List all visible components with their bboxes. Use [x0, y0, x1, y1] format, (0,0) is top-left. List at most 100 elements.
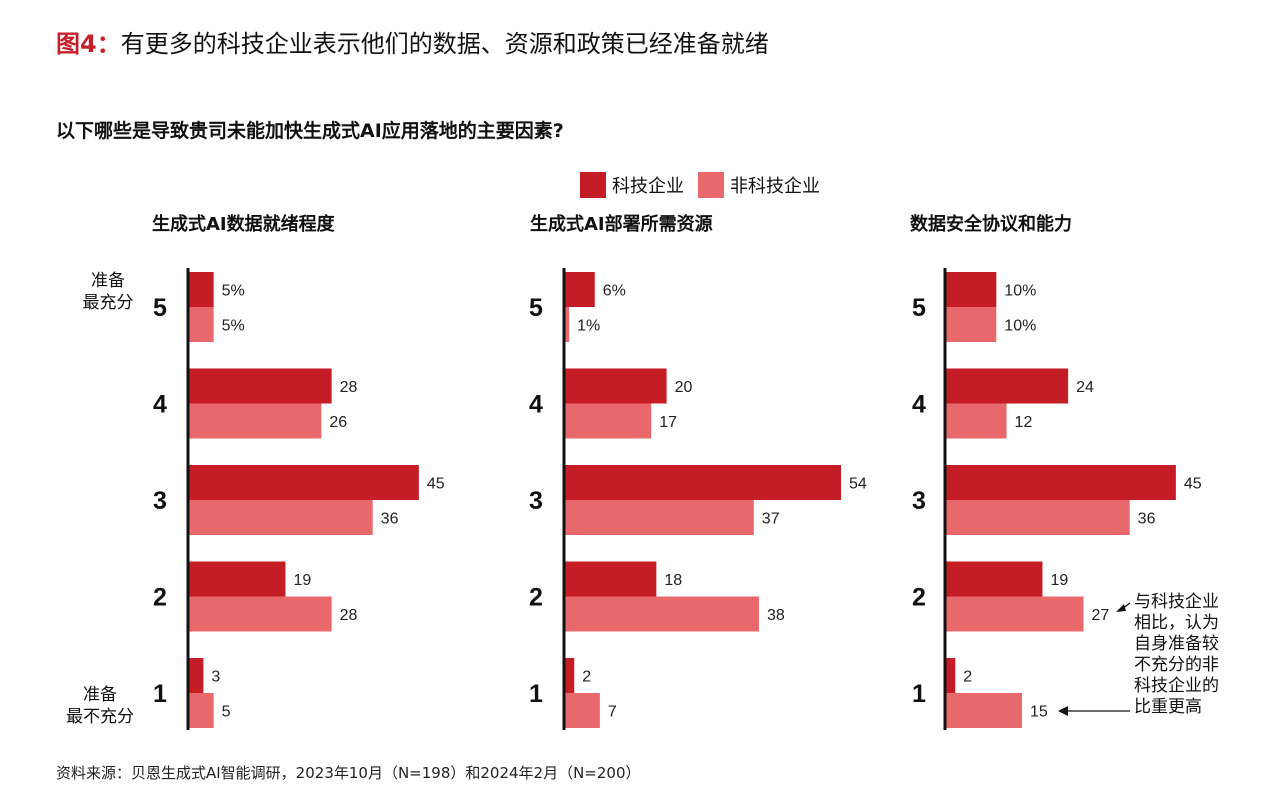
bar-tech-security: [945, 658, 956, 693]
annotation-line: 比重更高: [1134, 697, 1202, 717]
bar-tech-resources: [564, 561, 657, 597]
data-label-nontech-data-readiness: 5%: [222, 318, 245, 335]
data-label-tech-data-readiness: 5%: [222, 283, 245, 300]
figure-title-text: 有更多的科技企业表示他们的数据、资源和政策已经准备就绪: [120, 30, 769, 58]
category-label-data-readiness: 4: [153, 391, 167, 419]
data-label-nontech-data-readiness: 28: [340, 607, 358, 624]
annotation-note: 与科技企业 相比，认为 自身准备较 不充分的非 科技企业的 比重更高: [1134, 592, 1219, 718]
category-label-resources: 1: [529, 680, 543, 708]
data-label-nontech-resources: 1%: [577, 318, 600, 335]
category-label-security: 5: [912, 294, 926, 322]
survey-question: 以下哪些是导致贵司未能加快生成式AI应用落地的主要因素?: [56, 120, 564, 142]
annotation-line: 与科技企业: [1134, 592, 1219, 612]
bar-nontech-resources: [564, 307, 570, 342]
panel-title-resources: 生成式AI部署所需资源: [530, 214, 713, 235]
bar-nontech-security: [945, 307, 997, 342]
bar-nontech-data-readiness: [188, 307, 214, 342]
data-label-tech-resources: 2: [582, 669, 591, 686]
category-label-security: 4: [912, 391, 926, 419]
data-label-tech-security: 45: [1184, 476, 1202, 493]
bar-nontech-security: [945, 596, 1084, 632]
data-label-nontech-data-readiness: 5: [222, 704, 231, 721]
data-label-tech-resources: 18: [664, 572, 682, 589]
category-label-resources: 2: [529, 584, 543, 612]
data-label-nontech-resources: 7: [608, 704, 617, 721]
data-label-nontech-resources: 37: [762, 511, 780, 528]
legend-item-tech: 科技企业: [580, 172, 684, 198]
data-label-nontech-data-readiness: 36: [381, 511, 399, 528]
panel-title-data-readiness: 生成式AI数据就绪程度: [152, 214, 335, 235]
scale-label-bottom-line2: 最不充分: [66, 707, 134, 727]
data-label-nontech-resources: 38: [767, 607, 785, 624]
category-label-resources: 5: [529, 294, 543, 322]
scale-label-top-line1: 准备: [91, 271, 125, 291]
category-label-data-readiness: 5: [153, 294, 167, 322]
bar-nontech-data-readiness: [188, 500, 373, 535]
category-label-security: 1: [912, 680, 926, 708]
annotation-line: 科技企业的: [1134, 676, 1219, 696]
bar-tech-data-readiness: [188, 368, 332, 404]
data-label-tech-data-readiness: 28: [340, 379, 358, 396]
annotation-line: 自身准备较: [1134, 634, 1219, 654]
annotation-arrowhead-lower: [1058, 706, 1068, 716]
data-label-tech-security: 10%: [1004, 283, 1036, 300]
bar-tech-security: [945, 368, 1069, 404]
scale-label-bottom: 准备 最不充分: [52, 684, 148, 728]
data-label-tech-resources: 54: [849, 476, 867, 493]
data-label-tech-security: 24: [1076, 379, 1094, 396]
panel-title-security: 数据安全协议和能力: [910, 214, 1072, 235]
bar-tech-resources: [564, 272, 595, 307]
scale-label-top: 准备 最充分: [72, 270, 144, 314]
annotation-line: 相比，认为: [1134, 613, 1219, 633]
legend-swatch-nontech: [698, 172, 724, 198]
legend-label-tech: 科技企业: [612, 176, 684, 197]
bar-nontech-resources: [564, 596, 759, 632]
bar-nontech-data-readiness: [188, 693, 214, 728]
bar-tech-resources: [564, 368, 667, 404]
chart-legend: 科技企业 非科技企业: [580, 172, 834, 198]
bar-tech-data-readiness: [188, 658, 204, 693]
legend-swatch-tech: [580, 172, 606, 198]
bar-nontech-data-readiness: [188, 403, 322, 439]
data-label-nontech-security: 10%: [1004, 318, 1036, 335]
data-label-tech-security: 19: [1050, 572, 1068, 589]
bar-nontech-resources: [564, 693, 600, 728]
figure-number: 图4：: [56, 30, 121, 58]
category-label-data-readiness: 3: [153, 487, 167, 515]
source-note: 资料来源：贝恩生成式AI智能调研，2023年10月（N=198）和2024年2月…: [56, 764, 641, 782]
figure-title: 图4：有更多的科技企业表示他们的数据、资源和政策已经准备就绪: [56, 24, 769, 59]
data-label-nontech-security: 27: [1092, 607, 1110, 624]
data-label-nontech-security: 36: [1138, 511, 1156, 528]
bar-tech-security: [945, 465, 1176, 500]
bar-nontech-data-readiness: [188, 596, 332, 632]
annotation-arrowhead-upper: [1116, 604, 1126, 612]
data-label-tech-resources: 20: [675, 379, 693, 396]
bar-tech-resources: [564, 465, 842, 500]
bar-nontech-security: [945, 403, 1007, 439]
bar-tech-data-readiness: [188, 272, 214, 307]
bar-nontech-resources: [564, 403, 652, 439]
data-label-tech-data-readiness: 3: [211, 669, 220, 686]
category-label-resources: 3: [529, 487, 543, 515]
data-label-tech-resources: 6%: [603, 283, 626, 300]
data-label-nontech-resources: 17: [659, 414, 677, 431]
annotation-line: 不充分的非: [1134, 655, 1219, 675]
bar-tech-resources: [564, 658, 575, 693]
legend-label-nontech: 非科技企业: [730, 176, 820, 197]
category-label-security: 3: [912, 487, 926, 515]
category-label-resources: 4: [529, 391, 543, 419]
data-label-tech-data-readiness: 19: [293, 572, 311, 589]
bar-tech-security: [945, 561, 1043, 597]
bar-tech-security: [945, 272, 997, 307]
bar-nontech-resources: [564, 500, 754, 535]
data-label-nontech-security: 12: [1015, 414, 1033, 431]
bar-nontech-security: [945, 500, 1130, 535]
bar-nontech-security: [945, 693, 1022, 728]
category-label-data-readiness: 2: [153, 584, 167, 612]
data-label-nontech-security: 15: [1030, 704, 1048, 721]
bar-tech-data-readiness: [188, 561, 286, 597]
data-label-tech-data-readiness: 45: [427, 476, 445, 493]
category-label-data-readiness: 1: [153, 680, 167, 708]
legend-item-nontech: 非科技企业: [698, 172, 820, 198]
